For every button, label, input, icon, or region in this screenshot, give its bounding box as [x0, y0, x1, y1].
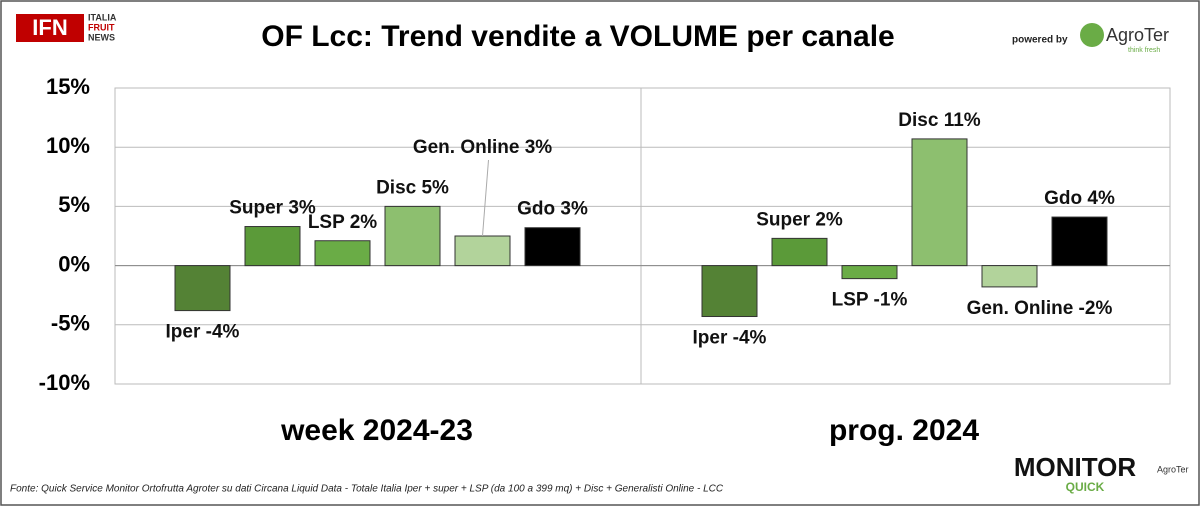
value-label: Super 3% — [229, 198, 316, 219]
value-label: Disc 5% — [376, 177, 449, 198]
bar — [911, 138, 968, 267]
brand: AgroTer — [1106, 25, 1169, 45]
y-tick-label: 10% — [46, 133, 90, 158]
value-label: Disc 11% — [898, 110, 980, 131]
brand-icon — [1080, 23, 1104, 47]
logo: IFN — [32, 15, 67, 40]
value-label: Gen. Online 3% — [413, 137, 552, 158]
bar — [384, 205, 441, 267]
value-label: Gen. Online -2% — [967, 298, 1113, 319]
y-tick-label: 0% — [58, 251, 90, 276]
bar — [524, 227, 581, 267]
y-tick-label: -5% — [51, 311, 90, 336]
value-label: Iper -4% — [693, 328, 767, 349]
y-tick-label: 5% — [58, 192, 90, 217]
bar — [454, 235, 511, 267]
monitor-quick: QUICK — [1066, 480, 1105, 494]
logo-sub: FRUIT — [88, 22, 115, 32]
monitor-logo: MONITOR — [1014, 452, 1137, 482]
bar — [841, 265, 898, 280]
value-label: Iper -4% — [166, 322, 240, 343]
powered-by: powered by — [1012, 35, 1068, 46]
chart-title: OF Lcc: Trend vendite a VOLUME per canal… — [261, 20, 895, 53]
value-label: Gdo 3% — [517, 199, 588, 220]
bar — [701, 265, 758, 318]
y-tick-label: 15% — [46, 74, 90, 99]
logo-box — [16, 14, 84, 42]
value-label: LSP -1% — [832, 290, 908, 311]
bar — [981, 265, 1038, 288]
y-tick-label: -10% — [39, 370, 90, 395]
panel-label: week 2024-23 — [280, 414, 473, 447]
monitor-brand: AgroTer — [1157, 464, 1189, 474]
panel-label: prog. 2024 — [829, 414, 979, 447]
bar — [174, 265, 231, 312]
logo-sub: NEWS — [88, 32, 115, 42]
source-note: Fonte: Quick Service Monitor Ortofrutta … — [10, 484, 724, 495]
bar — [771, 237, 828, 267]
brand-sub: think fresh — [1128, 47, 1160, 54]
value-label: LSP 2% — [308, 212, 377, 233]
bar — [1051, 216, 1108, 267]
bar — [314, 240, 371, 267]
logo-sub: ITALIA — [88, 12, 117, 22]
value-label: Super 2% — [756, 209, 843, 230]
bar — [244, 226, 301, 267]
value-label: Gdo 4% — [1044, 188, 1115, 209]
leader-line — [482, 159, 489, 237]
